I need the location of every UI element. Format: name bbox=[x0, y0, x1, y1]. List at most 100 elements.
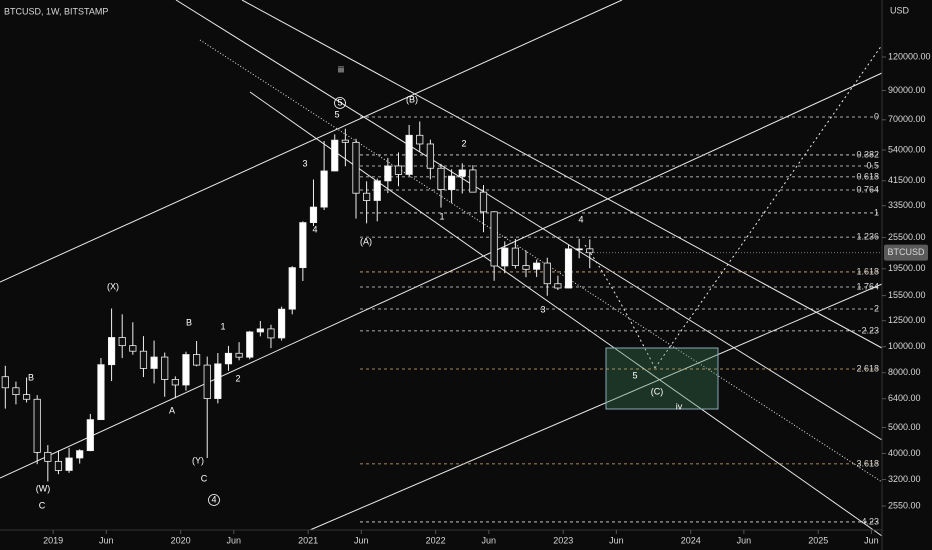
candle-body bbox=[65, 457, 73, 471]
candle-body bbox=[139, 350, 148, 369]
candle-body bbox=[1, 376, 9, 389]
fib-label: 0.5 bbox=[866, 160, 879, 170]
candle-body bbox=[150, 356, 158, 369]
candle-body bbox=[448, 175, 456, 190]
wave-label: 4 bbox=[578, 214, 583, 224]
candle-body bbox=[267, 328, 275, 339]
y-tick-label: 2550.00 bbox=[888, 500, 921, 510]
candle-body bbox=[22, 394, 31, 400]
wave-label: 5 bbox=[632, 370, 637, 380]
candle-body bbox=[12, 387, 20, 396]
candle-body bbox=[543, 262, 551, 285]
candle-body bbox=[107, 337, 116, 366]
x-tick-label: Jun bbox=[482, 535, 497, 545]
x-tick-label: Jun bbox=[609, 535, 624, 545]
channel-line bbox=[0, 72, 883, 479]
wave-label: 1 bbox=[220, 321, 225, 331]
candle-body bbox=[331, 139, 339, 172]
wave-label: (X) bbox=[107, 281, 119, 291]
candle-body bbox=[384, 165, 392, 182]
candle-body bbox=[171, 379, 179, 386]
fib-label: 0.382 bbox=[856, 149, 879, 159]
candle-body bbox=[76, 450, 84, 459]
wave-label: B bbox=[28, 372, 34, 382]
x-tick-label: Jun bbox=[737, 535, 752, 545]
y-tick-label: 6400.00 bbox=[888, 393, 921, 403]
projection bbox=[584, 244, 656, 369]
x-tick-label: Jun bbox=[227, 535, 242, 545]
candle-body bbox=[288, 267, 296, 310]
fib-label: 0 bbox=[874, 111, 879, 121]
wave-label: (W) bbox=[36, 483, 51, 493]
wave-label: 3 bbox=[540, 304, 545, 314]
x-tick-label: 2024 bbox=[681, 535, 701, 545]
candle-body bbox=[554, 283, 562, 289]
channel-line bbox=[175, 0, 883, 441]
channel-line bbox=[0, 0, 623, 283]
candle-body bbox=[586, 248, 594, 254]
wave-label: A bbox=[169, 405, 175, 415]
wave-label: (A) bbox=[360, 236, 372, 246]
y-tick-label: 10000.00 bbox=[888, 341, 926, 351]
wave-label: C bbox=[39, 500, 46, 510]
y-tick-label: 90000.00 bbox=[888, 85, 926, 95]
candle-body bbox=[118, 337, 126, 347]
candle-body bbox=[416, 134, 424, 145]
candle-body bbox=[564, 248, 573, 289]
candle-body bbox=[479, 191, 488, 213]
fib-label: 0.764 bbox=[856, 184, 879, 194]
fib-label: 2 bbox=[874, 303, 879, 313]
x-tick-label: 2025 bbox=[808, 535, 828, 545]
candle-body bbox=[352, 141, 360, 194]
channel-line bbox=[309, 283, 883, 531]
candle-body bbox=[469, 169, 477, 193]
x-tick-label: Jun bbox=[864, 535, 879, 545]
candle-body bbox=[129, 345, 137, 352]
x-tick-label: 2022 bbox=[426, 535, 446, 545]
candle-body bbox=[182, 354, 190, 386]
x-tick-label: Jun bbox=[99, 535, 114, 545]
fib-label: 1.236 bbox=[856, 231, 879, 241]
y-tick-label: 120000.00 bbox=[888, 51, 931, 61]
candle-body bbox=[161, 356, 169, 380]
candle-body bbox=[97, 364, 105, 421]
chart-title: BTCUSD, 1W, BITSTAMP bbox=[4, 6, 108, 16]
x-tick-label: 2023 bbox=[553, 535, 573, 545]
y-tick-label: 25500.00 bbox=[888, 232, 926, 242]
y-tick-label: 3200.00 bbox=[888, 474, 921, 484]
candle-body bbox=[235, 352, 243, 358]
x-tick-label: Jun bbox=[354, 535, 369, 545]
candle-body bbox=[44, 451, 52, 462]
y-tick-label: 12500.00 bbox=[888, 315, 926, 325]
y-tick-label: 4000.00 bbox=[888, 448, 921, 458]
candle-body bbox=[522, 265, 530, 270]
y-tick-label: 54000.00 bbox=[888, 144, 926, 154]
candle-body bbox=[256, 328, 264, 333]
wave-label: (Y) bbox=[192, 455, 204, 465]
x-tick-label: 2020 bbox=[171, 535, 191, 545]
y-tick-label: 33500.00 bbox=[888, 200, 926, 210]
y-tick-label: 19500.00 bbox=[888, 263, 926, 273]
wave-label: (B) bbox=[406, 94, 418, 104]
candle-body bbox=[373, 180, 381, 201]
candle-body bbox=[246, 331, 254, 358]
candle-body bbox=[193, 354, 201, 366]
wave-label: 3 bbox=[302, 158, 307, 168]
candle-body bbox=[490, 211, 498, 267]
candle-body bbox=[309, 206, 318, 223]
wave-label: iv bbox=[676, 401, 683, 411]
fib-label: 1 bbox=[874, 207, 879, 217]
candle-body bbox=[405, 134, 413, 175]
y-tick-label: 15500.00 bbox=[888, 290, 926, 300]
wave-label: (C) bbox=[651, 386, 664, 396]
wave-label: C bbox=[201, 473, 208, 483]
wave-label: 2 bbox=[235, 373, 240, 383]
candle-body bbox=[437, 167, 445, 190]
fib-label: 4.23 bbox=[861, 516, 879, 526]
candle-body bbox=[86, 419, 94, 452]
candle-body bbox=[203, 364, 211, 399]
fib-label: 3.618 bbox=[856, 458, 879, 468]
candle-body bbox=[575, 248, 583, 251]
